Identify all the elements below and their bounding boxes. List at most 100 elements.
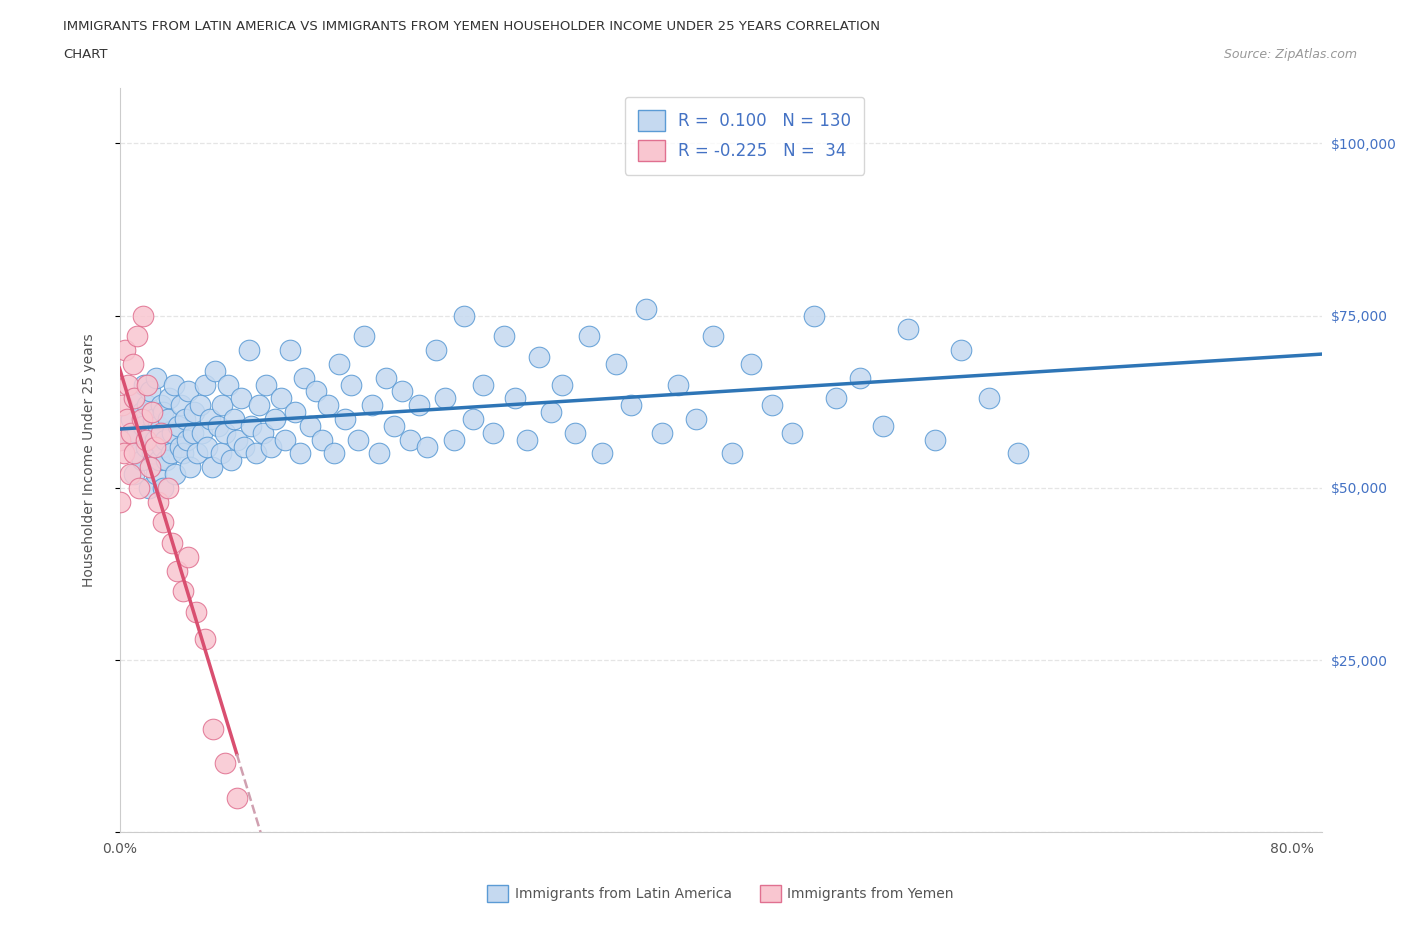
Point: [127, 329, 149, 344]
Point: [108, 432, 131, 447]
Point: [127, 425, 149, 440]
Point: [190, 425, 212, 440]
Point: [666, 378, 689, 392]
Point: [149, 425, 172, 440]
Point: [156, 481, 179, 496]
Point: [183, 405, 205, 419]
Point: [186, 446, 208, 461]
Point: [1007, 446, 1029, 461]
Point: [155, 453, 177, 468]
Point: [353, 329, 375, 344]
Point: [136, 378, 159, 392]
Point: [270, 391, 292, 405]
Point: [605, 356, 627, 371]
Point: [142, 412, 165, 427]
Point: [111, 398, 134, 413]
Point: [416, 439, 439, 454]
Point: [305, 384, 328, 399]
Point: [162, 536, 184, 551]
Point: [193, 632, 215, 647]
Point: [172, 584, 194, 599]
Point: [112, 446, 135, 461]
Point: [651, 425, 673, 440]
Point: [924, 432, 946, 447]
Point: [143, 439, 166, 454]
Point: [368, 446, 391, 461]
Point: [193, 378, 215, 392]
Text: Source: ZipAtlas.com: Source: ZipAtlas.com: [1223, 48, 1357, 61]
Point: [172, 446, 194, 461]
Point: [231, 391, 253, 405]
Point: [134, 378, 156, 392]
Point: [238, 342, 260, 357]
Text: CHART: CHART: [63, 48, 108, 61]
Point: [382, 418, 405, 433]
Point: [209, 446, 232, 461]
Point: [135, 432, 157, 447]
Point: [146, 418, 169, 433]
Point: [153, 432, 176, 447]
Point: [131, 453, 153, 468]
Point: [721, 446, 744, 461]
Point: [225, 432, 247, 447]
Point: [159, 446, 181, 461]
Point: [247, 398, 270, 413]
Point: [322, 446, 344, 461]
Point: [139, 384, 162, 399]
Point: [740, 356, 762, 371]
Point: [181, 425, 204, 440]
Text: IMMIGRANTS FROM LATIN AMERICA VS IMMIGRANTS FROM YEMEN HOUSEHOLDER INCOME UNDER : IMMIGRANTS FROM LATIN AMERICA VS IMMIGRA…: [63, 20, 880, 33]
Point: [149, 398, 172, 413]
Point: [121, 356, 143, 371]
Y-axis label: Householder Income Under 25 years: Householder Income Under 25 years: [82, 334, 96, 587]
Point: [540, 405, 562, 419]
Point: [240, 418, 263, 433]
Point: [564, 425, 586, 440]
Point: [375, 370, 398, 385]
Point: [527, 350, 550, 365]
Point: [443, 432, 465, 447]
Point: [200, 412, 222, 427]
Point: [204, 364, 226, 379]
Point: [143, 432, 166, 447]
Point: [284, 405, 307, 419]
Point: [949, 342, 972, 357]
Point: [122, 467, 145, 482]
Point: [211, 398, 233, 413]
Point: [214, 425, 236, 440]
Point: [347, 432, 370, 447]
Point: [128, 446, 150, 461]
Point: [292, 370, 315, 385]
Point: [141, 405, 163, 419]
Point: [174, 412, 197, 427]
Point: [152, 515, 174, 530]
Point: [551, 378, 574, 392]
Point: [138, 425, 160, 440]
Point: [188, 398, 211, 413]
Point: [197, 439, 219, 454]
Point: [169, 439, 191, 454]
Point: [408, 398, 430, 413]
Point: [516, 432, 538, 447]
Point: [316, 398, 339, 413]
Point: [184, 604, 207, 619]
Point: [132, 418, 155, 433]
Point: [233, 439, 256, 454]
Point: [177, 550, 200, 565]
Point: [222, 412, 245, 427]
Point: [219, 453, 242, 468]
Point: [165, 467, 187, 482]
Point: [156, 412, 179, 427]
Point: [135, 439, 157, 454]
Point: [152, 481, 174, 496]
Point: [849, 370, 872, 385]
Point: [591, 446, 613, 461]
Point: [897, 322, 920, 337]
Point: [120, 425, 142, 440]
Point: [122, 391, 145, 405]
Point: [872, 418, 894, 433]
Point: [146, 494, 169, 509]
Point: [214, 756, 236, 771]
Point: [132, 308, 155, 323]
Point: [136, 398, 159, 413]
